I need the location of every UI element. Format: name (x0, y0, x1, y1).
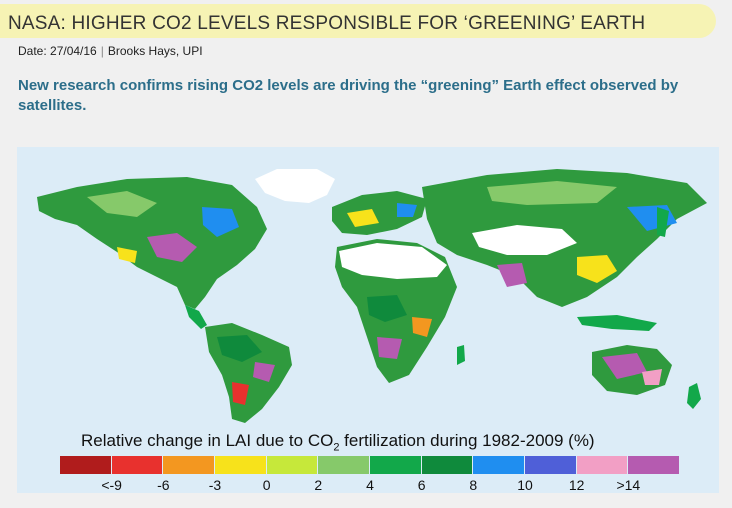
legend-swatch (215, 456, 267, 474)
sahara (339, 243, 447, 279)
article-author[interactable]: Brooks Hays, UPI (107, 44, 203, 58)
legend-tick-label: >14 (616, 477, 641, 493)
legend-swatch (628, 456, 681, 474)
legend-title: Relative change in LAI due to CO2 fertil… (81, 431, 595, 453)
page-title: NASA: HIGHER CO2 LEVELS RESPONSIBLE FOR … (8, 13, 646, 34)
legend-swatch (318, 456, 371, 474)
legend-color-scale (60, 456, 681, 474)
legend-swatch (525, 456, 577, 474)
legend-swatch (266, 456, 319, 474)
new-zealand (687, 383, 701, 409)
legend-title-suffix: fertilization during 1982-2009 (%) (339, 431, 595, 450)
legend-tick-label: -6 (157, 477, 170, 493)
byline-separator: | (100, 44, 104, 58)
legend-title-prefix: Relative change in LAI due to CO (81, 431, 334, 450)
legend-tick-label: 12 (568, 477, 585, 493)
legend-swatch (421, 456, 474, 474)
legend-title-subscript: 2 (333, 441, 340, 454)
tibet-desert (472, 225, 577, 255)
legend-swatch (473, 456, 526, 474)
byline: Date: 27/04/16 | Brooks Hays, UPI (18, 44, 203, 58)
legend-swatch (370, 456, 422, 474)
legend-swatch (111, 456, 164, 474)
legend-tick-label: 10 (517, 477, 533, 493)
legend-swatch (576, 456, 629, 474)
world-map (37, 169, 707, 423)
article-date: Date: 27/04/16 (18, 44, 97, 58)
lai-change-map-figure: Relative change in LAI due to CO2 fertil… (17, 147, 719, 493)
legend-tick-label: -3 (208, 477, 222, 493)
headline-highlight: NASA: HIGHER CO2 LEVELS RESPONSIBLE FOR … (0, 4, 716, 38)
legend-tick-label: 8 (469, 477, 478, 493)
legend-swatch (163, 456, 216, 474)
legend-tick-label: 4 (366, 477, 374, 493)
legend-tick-label: <-9 (101, 477, 122, 493)
central-america (185, 305, 207, 329)
legend-tick-label: 0 (262, 477, 271, 493)
indonesia (577, 315, 657, 331)
article-lede: New research confirms rising CO2 levels … (18, 77, 679, 114)
madagascar (457, 345, 465, 365)
legend-swatch (60, 456, 112, 474)
legend-tick-label: 6 (417, 477, 426, 493)
legend-tick-label: 2 (314, 477, 323, 493)
greenland (255, 169, 335, 203)
